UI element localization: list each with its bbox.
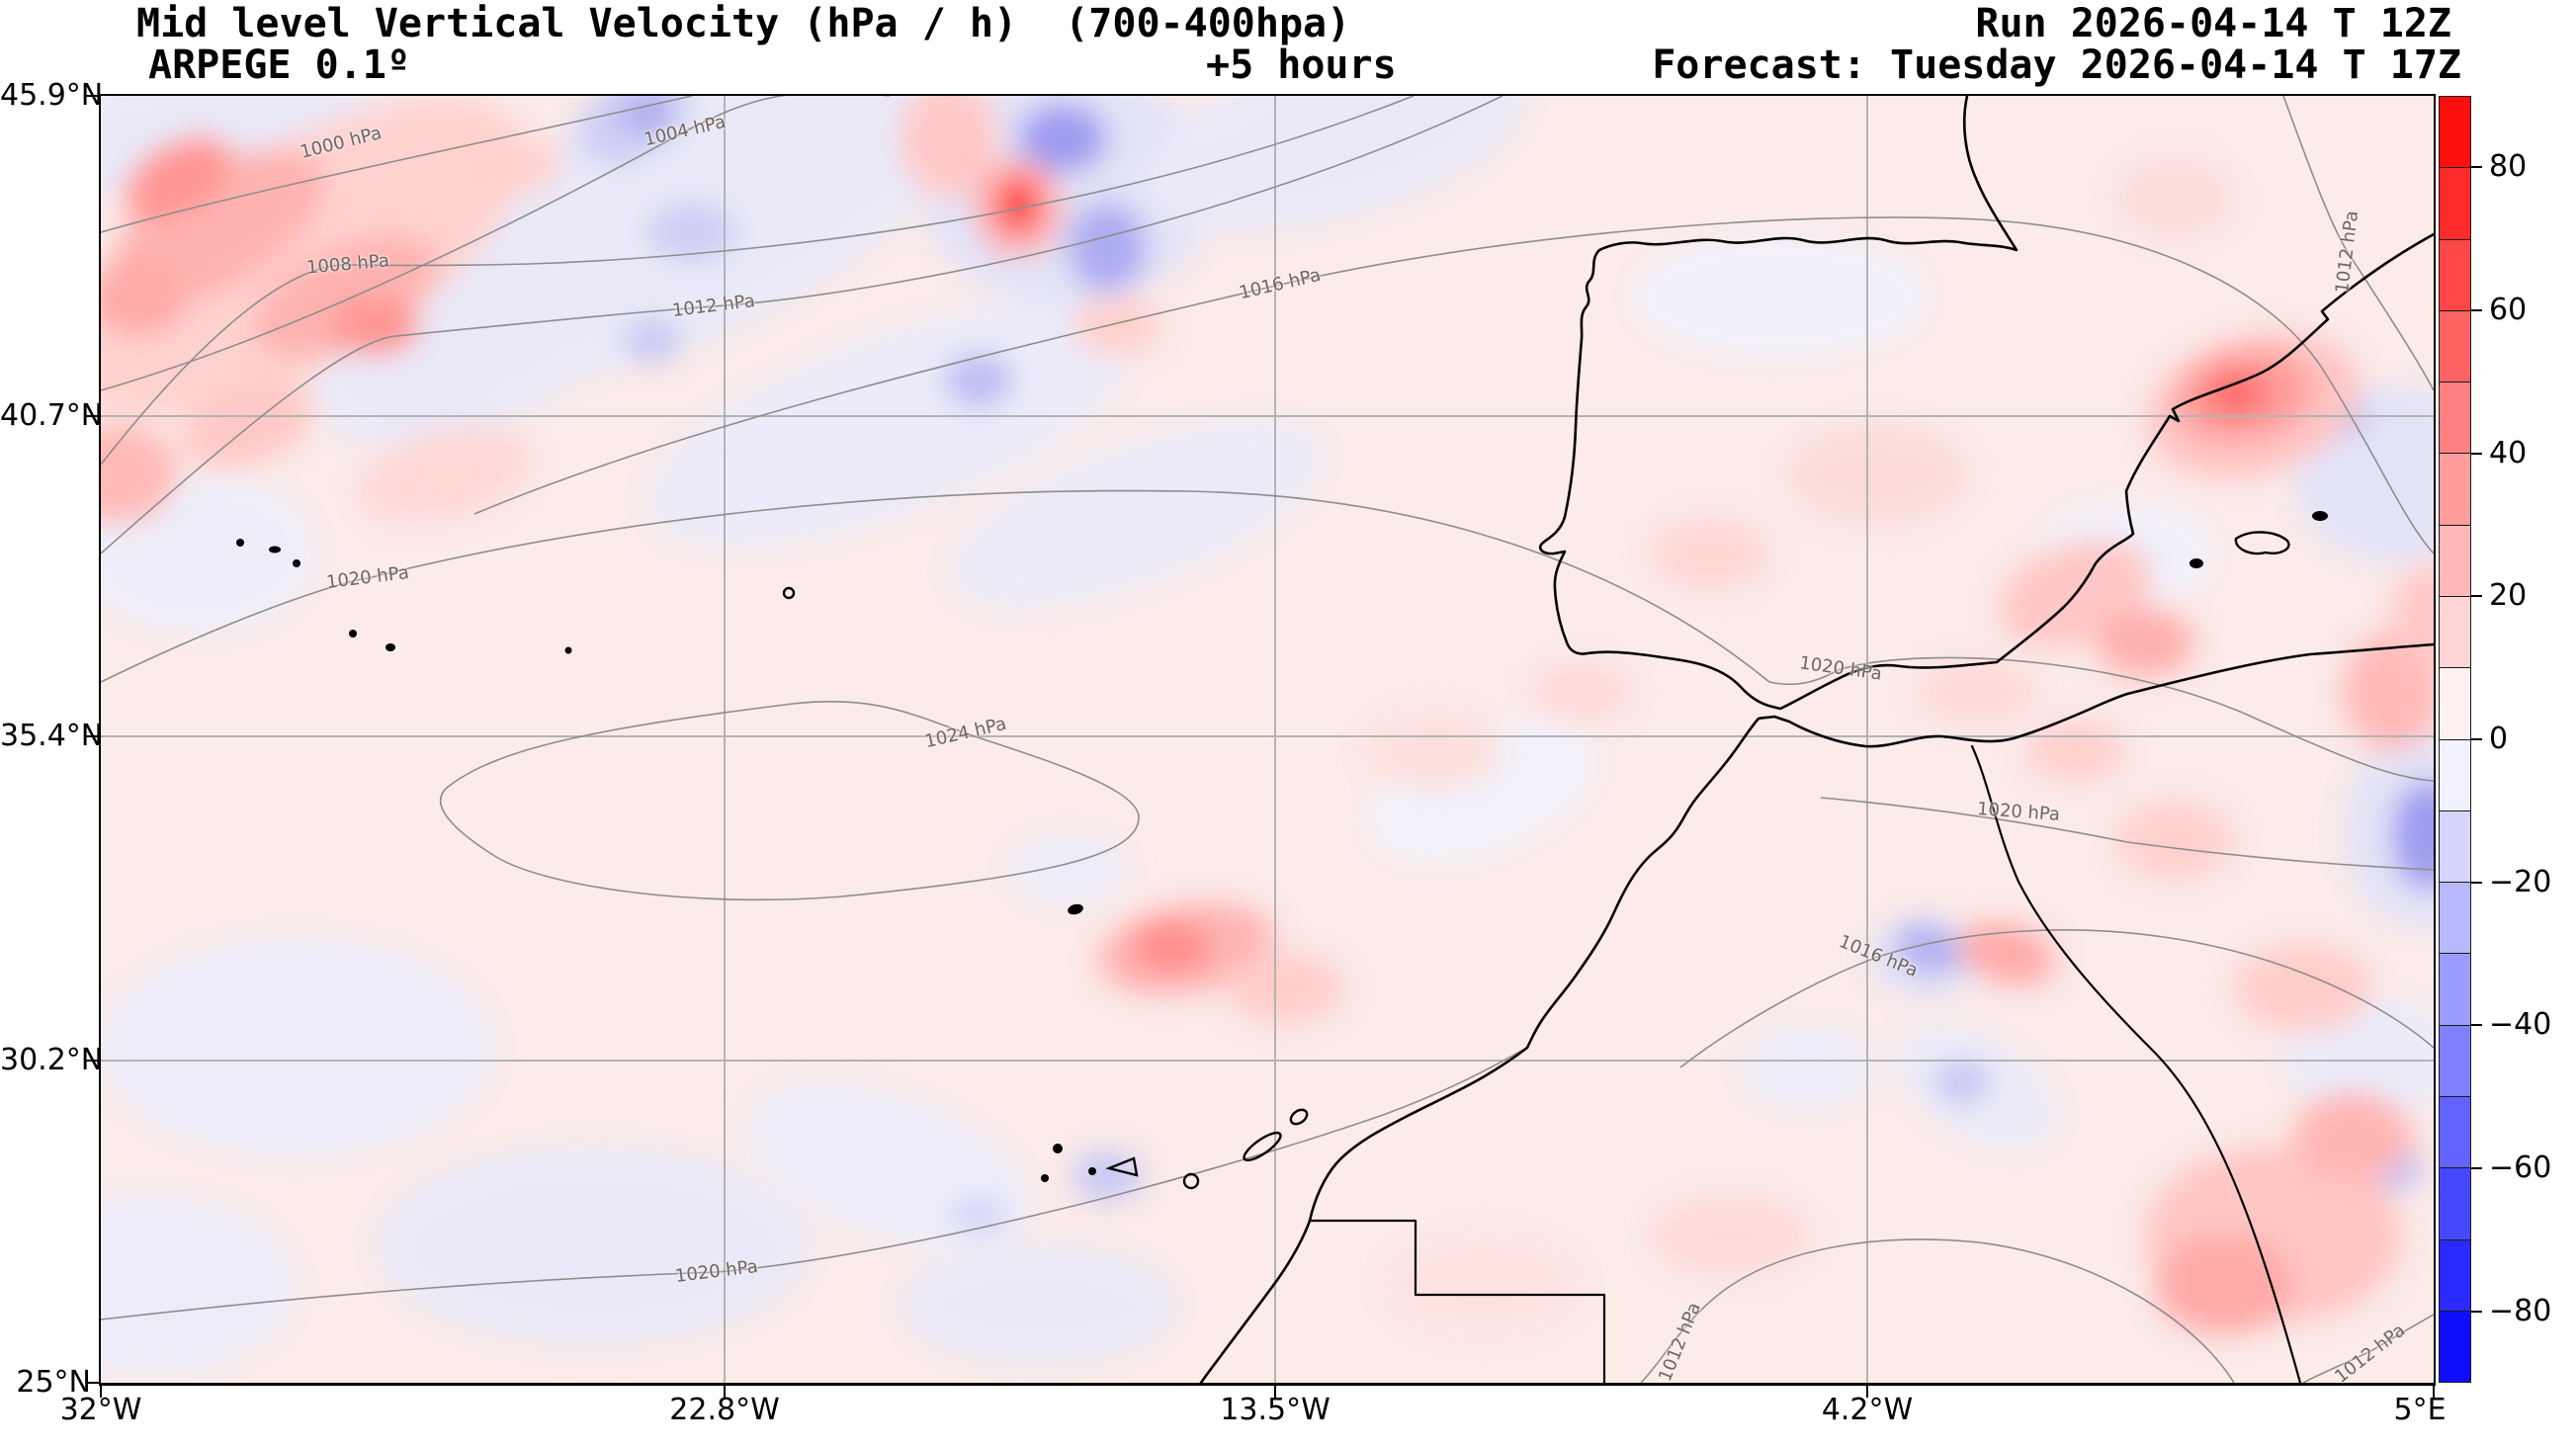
x-tick-label: 5°E (2393, 1393, 2447, 1427)
model-label: ARPEGE 0.1º (148, 43, 410, 88)
western-sahara-border (1308, 1219, 1606, 1383)
colorbar-segment (2440, 310, 2470, 383)
colorbar-segment (2440, 883, 2470, 955)
colorbar-tick-label: −20 (2489, 865, 2552, 899)
colorbar-tick-label: 60 (2489, 293, 2528, 327)
colorbar-segment (2440, 525, 2470, 597)
colorbar-segment (2440, 739, 2470, 811)
colorbar-segment (2440, 810, 2470, 884)
colorbar-segment (2440, 596, 2470, 669)
coastlines (1199, 96, 2434, 1383)
x-tick-label: 22.8°W (669, 1393, 780, 1427)
lead-time-label: +5 hours (1206, 43, 1397, 88)
isobar-contours (101, 96, 2434, 1383)
grid-lines (101, 96, 2434, 1383)
map-canvas (101, 96, 2434, 1383)
colorbar-segment (2440, 1025, 2470, 1097)
colorbar-tick-label: 80 (2489, 149, 2528, 184)
colorbar-segment (2440, 1096, 2470, 1169)
colorbar-segment (2440, 668, 2470, 740)
colorbar-segment (2440, 954, 2470, 1026)
africa-coast (1199, 642, 2434, 1383)
colorbar-segment (2440, 454, 2470, 526)
colorbar-segment (2440, 383, 2470, 455)
colorbar (2439, 96, 2471, 1383)
colorbar-tick-label: −80 (2489, 1294, 2552, 1328)
y-tick-label: 35.4°N (0, 719, 104, 753)
colorbar-segment (2440, 1239, 2470, 1312)
colorbar-segment (2440, 1311, 2470, 1383)
x-tick-label: 32°W (59, 1393, 142, 1427)
colorbar-tick-label: −60 (2489, 1150, 2552, 1185)
run-label: Run 2026-04-14 T 12Z (1975, 1, 2451, 46)
colorbar-tick-label: 20 (2489, 578, 2528, 613)
colorbar-segment (2440, 1168, 2470, 1240)
y-tick-label: 45.9°N (0, 78, 104, 113)
colorbar-tick-label: 0 (2489, 722, 2509, 756)
islands (236, 511, 2328, 1190)
chart-title: Mid level Vertical Velocity (hPa / h) (7… (136, 1, 1351, 46)
x-tick-label: 13.5°W (1220, 1393, 1331, 1427)
map-plot-area: 1000 hPa 1004 hPa 1008 hPa 1012 hPa 1016… (99, 94, 2436, 1388)
x-tick-label: 4.2°W (1821, 1393, 1914, 1427)
forecast-label: Forecast: Tuesday 2026-04-14 T 17Z (1652, 43, 2461, 88)
colorbar-segment (2440, 97, 2470, 169)
y-tick-label: 30.2°N (0, 1043, 104, 1077)
colorbar-segment (2440, 168, 2470, 240)
y-tick-label: 25°N (16, 1365, 91, 1400)
morocco-algeria-border (1970, 744, 2302, 1383)
colorbar-tick-label: −40 (2489, 1007, 2552, 1042)
iberia-france-coast (1538, 96, 2434, 711)
y-tick-label: 40.7°N (0, 398, 104, 433)
colorbar-tick-label: 40 (2489, 436, 2528, 470)
colorbar-segment (2440, 239, 2470, 311)
